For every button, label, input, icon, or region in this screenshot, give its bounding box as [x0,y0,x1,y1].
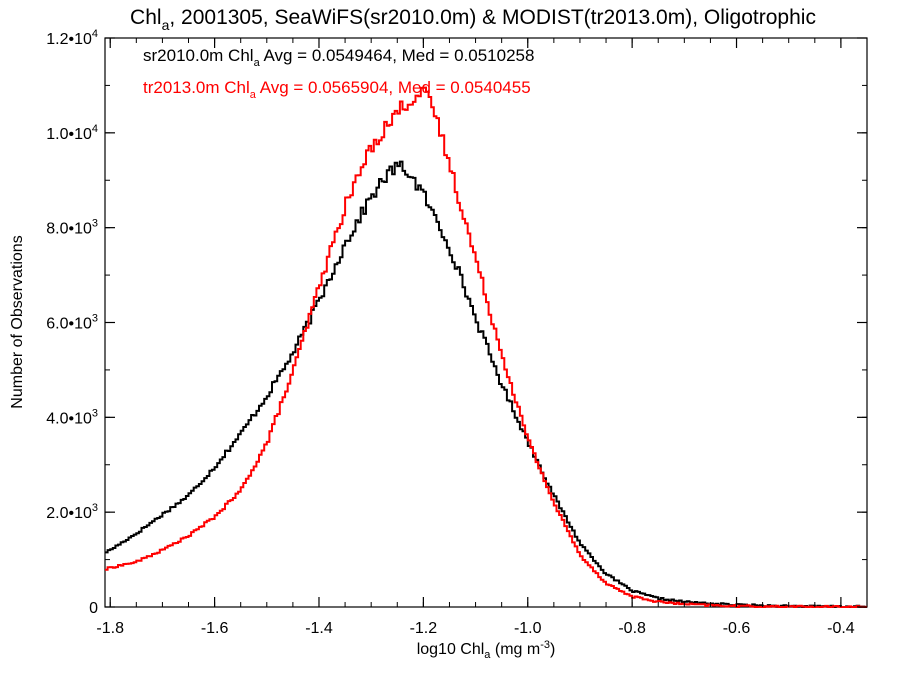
histogram-series-1 [105,160,867,608]
x-tick-label: -0.8 [618,620,646,637]
x-tick-label: -1.2 [410,620,438,637]
x-tick-label: -1.8 [96,620,124,637]
plot-frame [104,37,868,608]
x-axis: -1.8 -1.6 -1.4 -1.2 -1.0 -0.8 -0.6 -0.4 [96,38,855,637]
x-tick-label: -1.6 [201,620,229,637]
y-tick-label: 2.0•103 [46,502,98,522]
x-tick-label: -1.0 [514,620,542,637]
y-tick-label: 6.0•103 [46,313,98,333]
y-axis: 0 2.0•103 4.0•103 6.0•103 8.0•103 1.0•104 1.2•… [46,28,867,617]
y-axis-label: Number of Observations [9,235,26,408]
x-axis-label: log10 Chla (mg m-3) [417,639,556,661]
annotation-tr2013: tr2013.0m Chla Avg = 0.0565904, Med = 0.… [143,78,531,101]
x-tick-label: -0.4 [827,620,855,637]
annotation-sr2010: sr2010.0m Chla Avg = 0.0549464, Med = 0.… [143,46,534,69]
x-tick-label: -1.4 [305,620,333,637]
y-tick-label: 8.0•103 [46,218,98,238]
y-tick-label: 4.0•103 [46,407,98,427]
series-layer [105,86,867,608]
y-tick-label: 1.0•104 [46,123,98,143]
y-tick-label: 0 [89,600,98,617]
chart-title: Chla, 2001305, SeaWiFS(sr2010.0m) & MODI… [130,6,816,33]
x-tick-label: -0.6 [723,620,751,637]
histogram-series-2 [105,86,867,608]
y-tick-label: 1.2•104 [46,28,98,48]
